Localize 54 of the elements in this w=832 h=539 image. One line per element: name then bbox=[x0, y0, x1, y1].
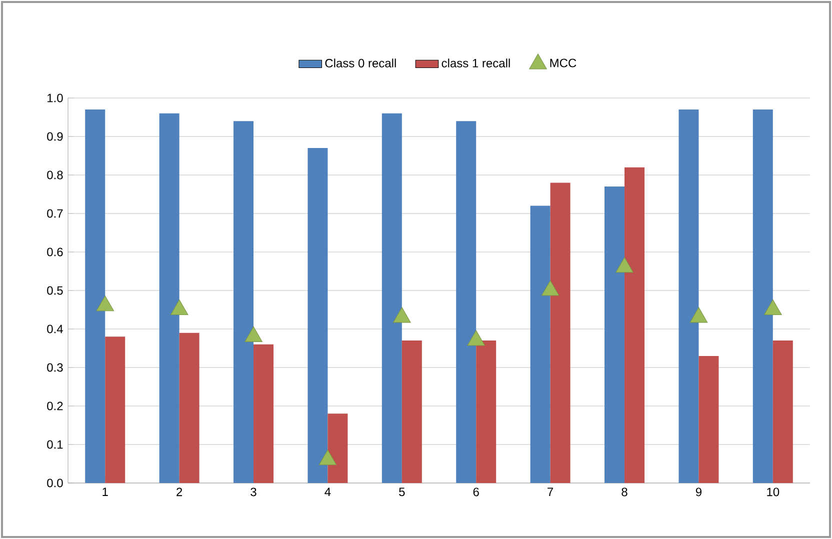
bar bbox=[752, 110, 773, 483]
point bbox=[170, 299, 188, 316]
bar bbox=[234, 121, 254, 483]
x-tick-label: 4 bbox=[324, 488, 331, 496]
y-tick-label: 0.1 bbox=[47, 440, 63, 449]
point bbox=[467, 330, 486, 346]
legend-label: Class 0 recall bbox=[325, 58, 396, 68]
x-tick-label: 2 bbox=[176, 488, 182, 496]
point bbox=[764, 299, 782, 316]
x-tick-label: 9 bbox=[696, 488, 702, 496]
point bbox=[616, 257, 634, 273]
point bbox=[690, 307, 708, 323]
bar bbox=[476, 340, 496, 483]
x-tick-label: 7 bbox=[548, 488, 554, 496]
y-tick-label: 0.4 bbox=[47, 324, 63, 334]
legend-label: class 1 recall bbox=[442, 58, 510, 68]
y-tick-label: 0.6 bbox=[47, 248, 63, 256]
bar bbox=[85, 110, 106, 483]
x-tick-label: 6 bbox=[473, 488, 479, 496]
bar bbox=[159, 113, 180, 483]
point bbox=[392, 307, 411, 323]
y-tick-label: 0.2 bbox=[47, 402, 63, 410]
bar bbox=[772, 340, 793, 483]
y-tick-label: 0.5 bbox=[47, 286, 63, 295]
bar bbox=[382, 113, 402, 483]
x-tick-label: 8 bbox=[622, 488, 628, 496]
x-tick-label: 5 bbox=[399, 488, 405, 496]
x-tick-label: 10 bbox=[767, 488, 780, 496]
bar bbox=[678, 110, 699, 483]
point bbox=[541, 280, 560, 296]
point bbox=[244, 326, 262, 342]
point bbox=[96, 296, 114, 312]
bar bbox=[179, 332, 200, 483]
y-tick-label: 1.0 bbox=[48, 94, 63, 102]
point bbox=[318, 450, 337, 466]
x-tick-label: 1 bbox=[102, 488, 108, 496]
bar bbox=[308, 148, 328, 483]
bar bbox=[402, 340, 422, 483]
legend-label: MCC bbox=[550, 58, 576, 68]
bar bbox=[530, 206, 550, 483]
bar bbox=[456, 121, 476, 483]
bar bbox=[624, 167, 645, 483]
bar bbox=[604, 186, 625, 483]
bar bbox=[550, 182, 570, 483]
bar bbox=[254, 344, 274, 483]
y-tick-label: 0.7 bbox=[47, 209, 63, 218]
y-tick-label: 0.0 bbox=[47, 478, 63, 488]
bar bbox=[105, 336, 126, 483]
bar bbox=[328, 414, 348, 483]
y-tick-label: 0.3 bbox=[47, 363, 63, 372]
y-tick-label: 0.8 bbox=[47, 170, 63, 180]
bar bbox=[698, 356, 719, 483]
x-tick-label: 3 bbox=[250, 488, 256, 496]
y-tick-label: 0.9 bbox=[47, 132, 63, 141]
